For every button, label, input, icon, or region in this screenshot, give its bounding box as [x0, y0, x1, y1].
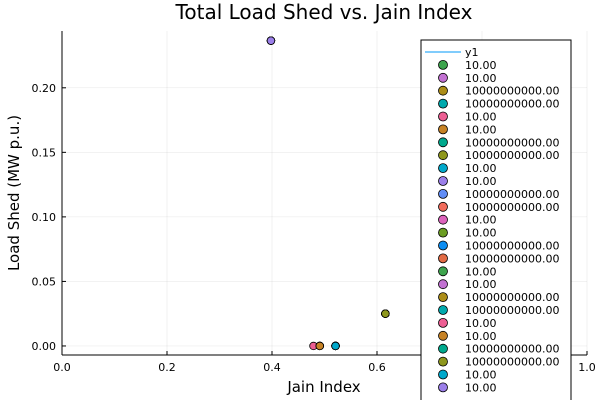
x-tick-label: 0.6 — [368, 361, 386, 374]
legend-label: 10.00 — [465, 175, 497, 188]
legend-label: 10000000000.00 — [465, 201, 559, 214]
legend-marker — [438, 330, 448, 341]
legend-label: 10.00 — [465, 381, 497, 394]
legend-marker — [438, 266, 448, 277]
legend-marker — [438, 253, 448, 264]
legend-marker — [438, 60, 448, 70]
legend-label: 10000000000.00 — [465, 188, 559, 201]
legend-label: 10.00 — [465, 227, 497, 240]
data-point — [381, 309, 390, 318]
legend-marker — [438, 72, 448, 83]
legend-label: 10000000000.00 — [465, 304, 559, 317]
data-point — [315, 341, 324, 351]
legend-label: 10000000000.00 — [465, 98, 559, 111]
legend-label: 10000000000.00 — [465, 291, 559, 304]
legend-label: 10.00 — [465, 59, 497, 72]
legend-marker — [438, 150, 448, 161]
legend-label: 10.00 — [465, 369, 497, 382]
x-tick-label: 0.0 — [53, 361, 71, 374]
axes: 0.00.20.40.60.81.00.000.050.100.150.20 — [32, 31, 596, 374]
legend-label: 10.00 — [465, 265, 497, 278]
legend-marker — [438, 214, 448, 225]
legend-label: 10000000000.00 — [465, 356, 559, 369]
data-point — [266, 36, 276, 45]
legend-label: 10000000000.00 — [465, 85, 559, 98]
legend: y110.0010.0010000000000.0010000000000.00… — [420, 39, 572, 400]
y-tick-label: 0.10 — [32, 211, 57, 224]
data-point — [331, 341, 340, 351]
legend-marker — [438, 305, 448, 315]
data-points — [266, 36, 390, 351]
legend-label: 10.00 — [465, 111, 497, 124]
legend-label: 10000000000.00 — [465, 136, 559, 149]
legend-label: 10000000000.00 — [465, 240, 559, 253]
legend-label: 10000000000.00 — [465, 149, 559, 162]
legend-label: 10.00 — [465, 317, 497, 330]
legend-label: 10000000000.00 — [465, 343, 559, 356]
legend-label: 10.00 — [465, 330, 497, 343]
legend-marker — [438, 98, 448, 109]
x-axis-label: Jain Index — [286, 378, 360, 396]
legend-label: y1 — [465, 46, 479, 59]
y-tick-label: 0.15 — [32, 146, 57, 159]
legend-marker — [438, 343, 448, 354]
y-tick-label: 0.05 — [32, 275, 57, 288]
legend-marker — [438, 382, 448, 393]
x-tick-label: 0.2 — [158, 361, 176, 374]
legend-marker — [438, 201, 448, 212]
legend-marker — [438, 163, 448, 174]
legend-marker — [438, 137, 448, 148]
x-tick-label: 0.4 — [263, 361, 281, 374]
legend-marker — [438, 111, 448, 122]
legend-marker — [438, 356, 448, 367]
legend-marker — [438, 176, 448, 186]
legend-label: 10000000000.00 — [465, 252, 559, 265]
x-tick-label: 1.0 — [578, 361, 596, 374]
legend-marker — [438, 240, 448, 251]
legend-marker — [438, 279, 448, 290]
chart-title: Total Load Shed vs. Jain Index — [175, 0, 473, 24]
y-axis-label: Load Shed (MW p.u.) — [5, 115, 23, 271]
legend-marker — [438, 317, 448, 328]
legend-marker — [438, 188, 448, 199]
legend-label: 10.00 — [465, 278, 497, 291]
legend-label: 10.00 — [465, 123, 497, 136]
legend-marker — [438, 292, 448, 303]
legend-marker — [438, 369, 448, 380]
legend-label: 10.00 — [465, 72, 497, 85]
legend-marker — [438, 124, 448, 135]
y-tick-label: 0.00 — [32, 340, 57, 353]
legend-label: 10.00 — [465, 214, 497, 227]
y-tick-label: 0.20 — [32, 82, 57, 95]
legend-marker — [438, 85, 448, 96]
legend-marker — [438, 227, 448, 238]
legend-label: 10.00 — [465, 162, 497, 175]
